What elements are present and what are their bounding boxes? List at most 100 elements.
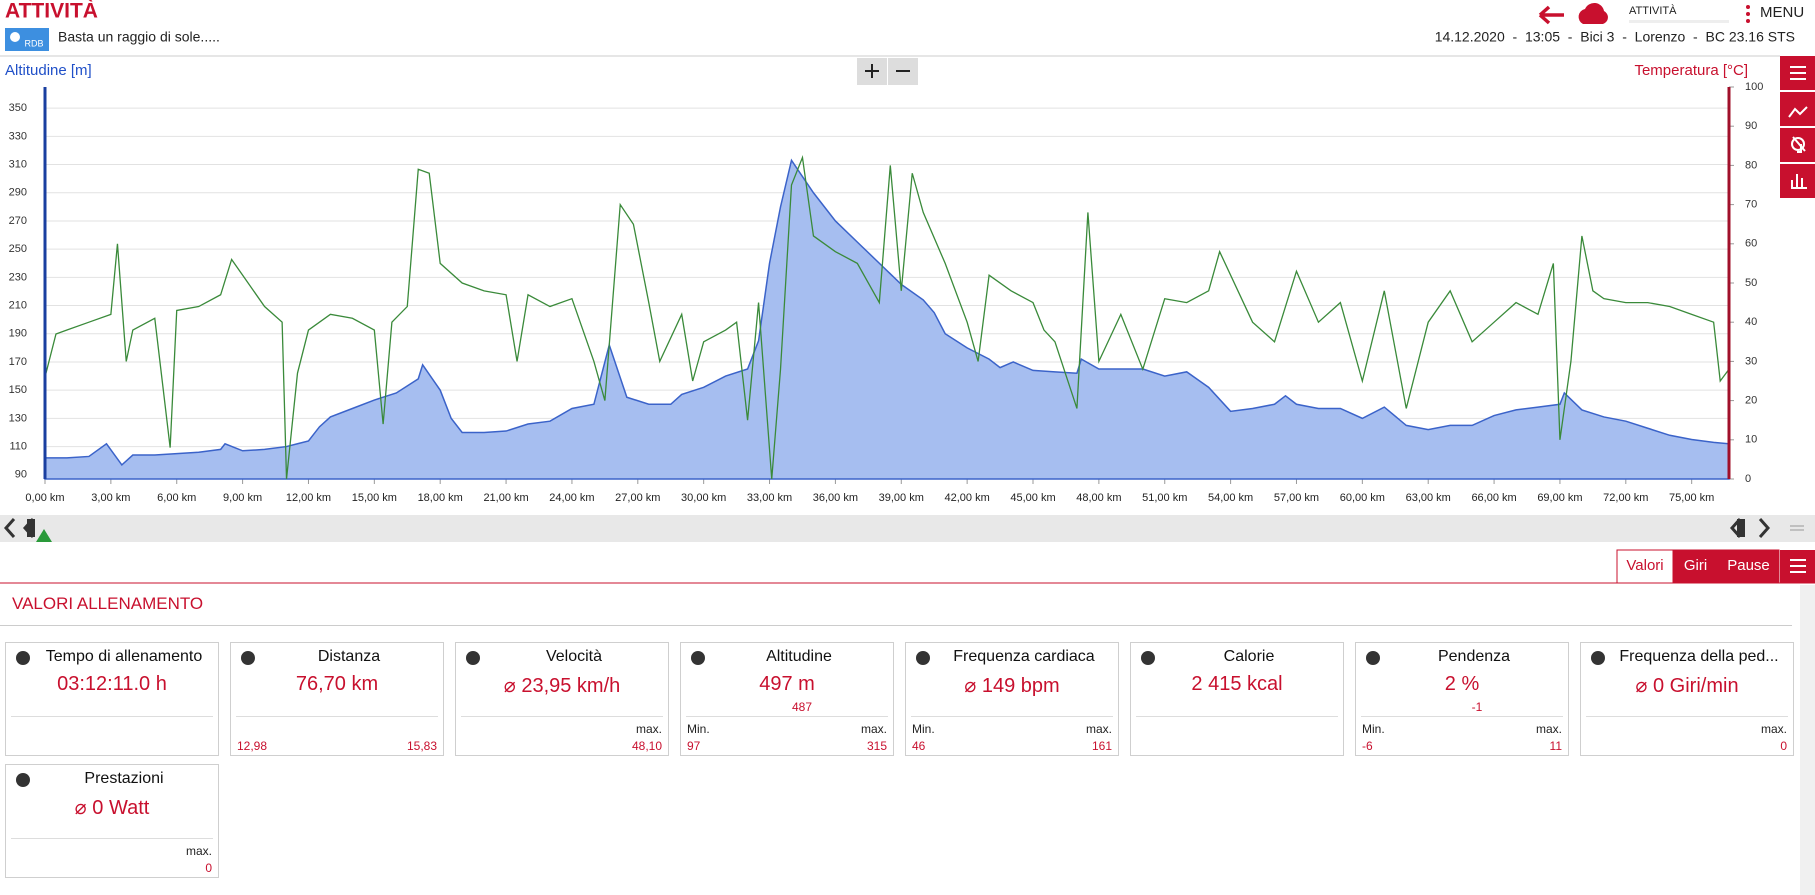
y2-tick-label: 60 — [1745, 238, 1757, 250]
x-tick-label: 30,00 km — [681, 492, 726, 504]
tab[interactable] — [1717, 549, 1780, 584]
card-title: Velocità — [545, 648, 603, 665]
plot: 90 110 130 150 170 190 210 230 250 270 290 310 330 35… — [9, 81, 1764, 504]
card-icon — [16, 651, 30, 665]
activity-name: Basta un raggio di sole..... — [58, 29, 220, 45]
y2-tick-label: 30 — [1745, 355, 1757, 367]
card-right-value: 15,83 — [406, 739, 437, 753]
tabs: Valori Giri Pause — [1616, 549, 1780, 584]
menu-label[interactable]: MENU — [1760, 4, 1804, 21]
chart-area: ATTIVITÀ RDB Basta un raggio di sole....… — [0, 0, 1815, 584]
card-separator — [11, 838, 213, 839]
y2-tick-label: 40 — [1745, 316, 1757, 328]
card-separator — [236, 716, 438, 717]
card-right-label: max. — [1535, 722, 1562, 736]
x-tick-label: 15,00 km — [352, 492, 397, 504]
y2-tick-label: 90 — [1745, 120, 1757, 132]
sync-button[interactable] — [1578, 2, 1608, 25]
y-tick-label: 150 — [9, 384, 27, 396]
card-icon — [466, 651, 480, 665]
card-left-value: 12,98 — [237, 739, 268, 753]
y-tick-label: 130 — [9, 412, 27, 424]
x-tick-label: 36,00 km — [813, 492, 858, 504]
page-title: ATTIVITÀ — [5, 0, 98, 23]
card-title: Frequenza cardiaca — [953, 648, 1095, 665]
tab-label: Giri — [1684, 557, 1707, 574]
x-tick-label: 72,00 km — [1603, 492, 1648, 504]
y-tick-label: 330 — [9, 130, 27, 142]
stat-card: Frequenza cardiaca ⌀ 149 bpm Min. 46 max. 161 — [905, 642, 1119, 756]
slider-left-handle[interactable] — [27, 519, 35, 537]
slider-arrows[interactable] — [3, 518, 1771, 538]
card-right-value: 315 — [866, 739, 887, 753]
card-title: Altitudine — [766, 648, 832, 665]
tab-label: Pause — [1727, 557, 1770, 574]
x-tick-label: 12,00 km — [286, 492, 331, 504]
tab-label: Valori — [1626, 557, 1663, 574]
card-value: ⌀ 149 bpm — [964, 675, 1060, 697]
x-tick-label: 63,00 km — [1406, 492, 1451, 504]
slider-right-handle[interactable] — [1737, 519, 1745, 537]
position-marker[interactable] — [36, 529, 52, 542]
card-separator — [1361, 716, 1563, 717]
card-value: ⌀ 23,95 km/h — [503, 675, 621, 697]
menu-icon[interactable] — [1746, 5, 1750, 23]
card-left-value: -6 — [1362, 739, 1373, 753]
card-separator — [1136, 716, 1338, 717]
stat-card: Velocità ⌀ 23,95 km/h max. 48,10 — [455, 642, 669, 756]
altitude-area — [44, 158, 1730, 480]
card-value: 03:12:11.0 h — [57, 673, 167, 695]
y-tick-label: 350 — [9, 102, 27, 114]
tab-menu-icon — [1790, 559, 1806, 573]
x-tick-label: 9,00 km — [223, 492, 262, 504]
card-right-value: 0 — [1780, 739, 1787, 753]
card-icon — [1591, 651, 1605, 665]
x-tick-label: 27,00 km — [615, 492, 660, 504]
y-tick-label: 310 — [9, 158, 27, 170]
x-tick-label: 24,00 km — [549, 492, 594, 504]
tab[interactable] — [1616, 549, 1674, 584]
y2-tick-label: 20 — [1745, 395, 1757, 407]
slider-grip — [1790, 525, 1804, 531]
card-left-value: 97 — [687, 739, 701, 753]
card-icon — [241, 651, 255, 665]
x-tick-label: 69,00 km — [1537, 492, 1582, 504]
x-tick-label: 0,00 km — [25, 492, 64, 504]
card-value: 2 415 kcal — [1191, 673, 1283, 695]
card-subvalue: -1 — [1471, 700, 1483, 714]
card-right-value: 48,10 — [631, 739, 662, 753]
card-icon — [1141, 651, 1155, 665]
x-tick-label: 75,00 km — [1669, 492, 1714, 504]
range-slider[interactable] — [0, 515, 1815, 542]
tool-line[interactable] — [1780, 92, 1815, 126]
card-value: 497 m — [759, 673, 815, 695]
y-tick-label: 290 — [9, 187, 27, 199]
stat-card: Altitudine 497 m 487 Min. 97 max. 315 — [680, 642, 894, 756]
card-right-label: max. — [635, 722, 662, 736]
back-button[interactable] — [1538, 5, 1564, 25]
card-title: Tempo di allenamento — [45, 648, 203, 665]
x-tick-label: 66,00 km — [1471, 492, 1516, 504]
x-tick-label: 3,00 km — [91, 492, 130, 504]
x-tick-label: 51,00 km — [1142, 492, 1187, 504]
card-right-value: 11 — [1549, 739, 1562, 753]
x-tick-label: 39,00 km — [879, 492, 924, 504]
y-tick-label: 170 — [9, 356, 27, 368]
y2-tick-label: 0 — [1745, 473, 1751, 485]
tab[interactable] — [1673, 549, 1718, 584]
card-separator — [1586, 716, 1788, 717]
logo-text: RDB — [24, 38, 43, 48]
scrollbar[interactable] — [1800, 585, 1815, 895]
y-axis-title[interactable]: Altitudine [m] — [5, 62, 92, 79]
card-title: Distanza — [317, 648, 381, 665]
y2-axis-title[interactable]: Temperatura [°C] — [1634, 62, 1748, 79]
card-left-label: Min. — [1362, 722, 1385, 736]
tool-avg[interactable] — [1780, 128, 1815, 162]
card-right-value: 0 — [205, 861, 212, 875]
card-right-label: max. — [860, 722, 887, 736]
sync-label: ATTIVITÀ — [1629, 4, 1677, 17]
section-separator — [0, 625, 1792, 626]
stat-card: Pendenza 2 % -1 Min. -6 max. 11 — [1355, 642, 1569, 756]
x-tick-label: 33,00 km — [747, 492, 792, 504]
